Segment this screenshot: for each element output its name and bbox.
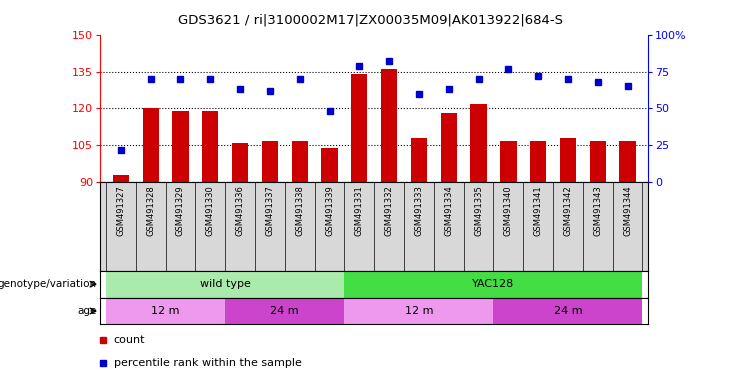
Bar xyxy=(471,104,487,182)
Text: wild type: wild type xyxy=(200,279,250,289)
Text: GSM491339: GSM491339 xyxy=(325,185,334,236)
Text: GSM491343: GSM491343 xyxy=(594,185,602,236)
Text: GSM491340: GSM491340 xyxy=(504,185,513,236)
Bar xyxy=(345,298,494,324)
Bar xyxy=(142,109,159,182)
Text: 12 m: 12 m xyxy=(405,306,433,316)
Text: count: count xyxy=(114,335,145,345)
Text: GSM491338: GSM491338 xyxy=(295,185,305,236)
Bar xyxy=(173,111,189,182)
Bar xyxy=(202,111,219,182)
Text: GSM491342: GSM491342 xyxy=(563,185,572,236)
Text: GSM491335: GSM491335 xyxy=(474,185,483,236)
Bar xyxy=(494,298,642,324)
Text: 12 m: 12 m xyxy=(151,306,180,316)
Bar xyxy=(345,271,642,298)
Text: GSM491330: GSM491330 xyxy=(206,185,215,236)
Text: GSM491329: GSM491329 xyxy=(176,185,185,236)
Bar xyxy=(232,143,248,182)
Text: GSM491332: GSM491332 xyxy=(385,185,393,236)
Text: 24 m: 24 m xyxy=(270,306,299,316)
Text: GDS3621 / ri|3100002M17|ZX00035M09|AK013922|684-S: GDS3621 / ri|3100002M17|ZX00035M09|AK013… xyxy=(178,13,563,26)
Text: percentile rank within the sample: percentile rank within the sample xyxy=(114,358,302,369)
Bar xyxy=(322,148,338,182)
Bar xyxy=(590,141,606,182)
Bar xyxy=(440,113,457,182)
Bar xyxy=(619,141,636,182)
Bar xyxy=(106,271,345,298)
Text: YAC128: YAC128 xyxy=(472,279,514,289)
Bar xyxy=(113,175,129,182)
Bar xyxy=(225,298,345,324)
Text: GSM491327: GSM491327 xyxy=(116,185,125,236)
Text: GSM491334: GSM491334 xyxy=(444,185,453,236)
Text: GSM491333: GSM491333 xyxy=(414,185,423,236)
Bar xyxy=(411,138,427,182)
Bar xyxy=(291,141,308,182)
Bar xyxy=(559,138,576,182)
Bar xyxy=(106,298,225,324)
Text: GSM491341: GSM491341 xyxy=(534,185,542,236)
Bar xyxy=(500,141,516,182)
Text: GSM491331: GSM491331 xyxy=(355,185,364,236)
Bar xyxy=(351,74,368,182)
Text: GSM491337: GSM491337 xyxy=(265,185,274,236)
Bar xyxy=(381,69,397,182)
Text: GSM491336: GSM491336 xyxy=(236,185,245,236)
Text: age: age xyxy=(77,306,96,316)
Bar xyxy=(530,141,546,182)
Text: GSM491344: GSM491344 xyxy=(623,185,632,236)
Text: 24 m: 24 m xyxy=(554,306,582,316)
Text: genotype/variation: genotype/variation xyxy=(0,279,96,289)
Bar xyxy=(262,141,278,182)
Text: GSM491328: GSM491328 xyxy=(146,185,155,236)
